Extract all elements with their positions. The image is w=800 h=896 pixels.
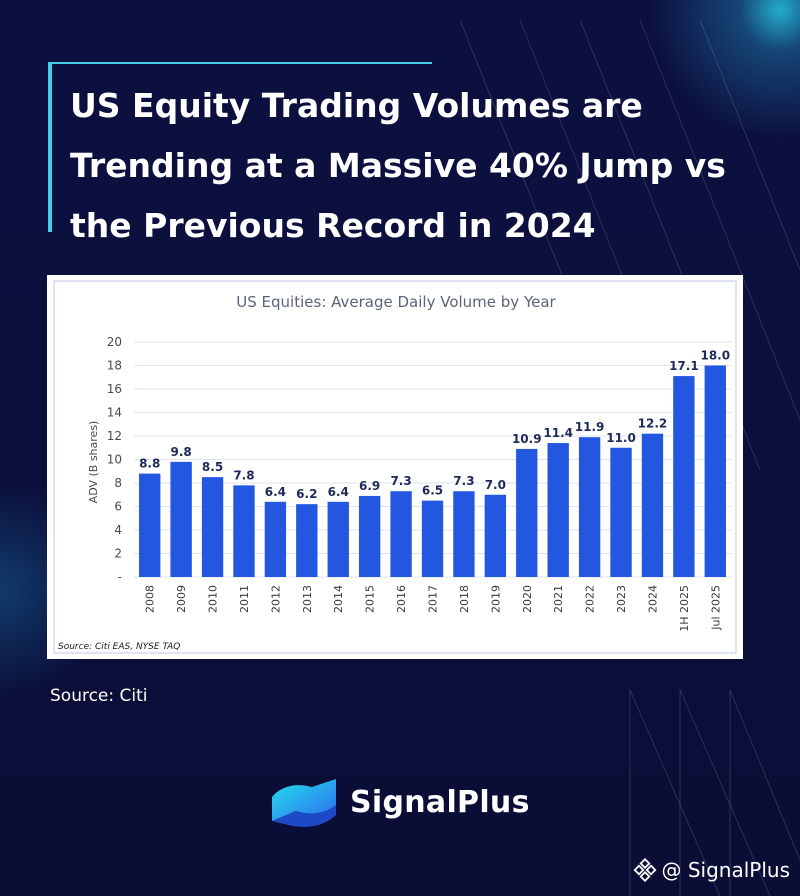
x-tick-label: 2020 (521, 585, 534, 613)
bar (704, 365, 726, 577)
bar (201, 477, 224, 577)
x-tick-label: 2010 (207, 585, 220, 613)
y-tick-label: 12 (107, 429, 122, 443)
social-handle: @ SignalPlus (633, 858, 790, 882)
bar (578, 437, 601, 577)
signalplus-logo: SignalPlus (268, 775, 538, 835)
value-label: 10.9 (512, 432, 542, 446)
value-label: 8.8 (139, 457, 160, 471)
value-labels: 8.8 9.8 8.5 7.8 6.4 6.2 6.4 6.9 7.3 6.5 7.3 7.0 10.9… (139, 349, 730, 502)
chart-card: US Equities: Average Daily Volume by Yea… (47, 275, 743, 659)
y-tick-label: 20 (107, 335, 122, 349)
title-accent-line (48, 62, 432, 64)
value-label: 11.4 (543, 426, 573, 440)
x-tick-label: 2015 (364, 585, 377, 613)
value-label: 11.0 (606, 431, 636, 445)
value-label: 7.8 (233, 468, 254, 482)
bar (358, 495, 381, 577)
y-tick-label: 8 (114, 476, 122, 490)
value-label: 7.3 (390, 474, 411, 488)
bar (484, 494, 507, 577)
x-tick-label: Jul 2025 (709, 585, 722, 631)
y-tick-label: 6 (114, 500, 122, 514)
y-tick-label: 14 (107, 406, 122, 420)
x-tick-label: 2023 (615, 585, 628, 613)
value-label: 11.9 (575, 420, 605, 434)
bar (673, 376, 695, 577)
chart-title: US Equities: Average Daily Volume by Yea… (236, 293, 556, 311)
x-tick-label: 2009 (175, 585, 188, 613)
value-label: 7.3 (453, 474, 474, 488)
bar (516, 448, 538, 577)
bar (421, 500, 444, 577)
x-tick-label: 2008 (144, 585, 157, 613)
x-tick-label: 2013 (301, 585, 314, 613)
title-accent-bar (48, 62, 52, 232)
chart-source-note: Source: Citi EAS, NYSE TAQ (58, 642, 180, 652)
value-label: 6.5 (422, 484, 443, 498)
headline: US Equity Trading Volumes are Trending a… (70, 86, 726, 245)
source-caption: Source: Citi (50, 686, 148, 706)
y-tick-label: - (118, 570, 122, 584)
bars (139, 365, 726, 577)
x-tick-label: 2014 (332, 585, 345, 613)
value-label: 6.9 (359, 479, 380, 493)
y-tick-label: 18 (107, 359, 122, 373)
value-label: 6.4 (265, 485, 286, 499)
x-tick-label: 2011 (238, 585, 251, 613)
x-tick-label: 2017 (427, 585, 440, 613)
bar (327, 501, 349, 577)
x-tick-label: 2024 (646, 585, 659, 613)
y-tick-label: 16 (107, 382, 122, 396)
value-label: 7.0 (485, 478, 506, 492)
handle-text: @ SignalPlus (661, 858, 790, 882)
value-label: 8.5 (202, 460, 223, 474)
y-tick-label: 4 (114, 523, 122, 537)
y-tick-label: 10 (107, 453, 122, 467)
bar (547, 443, 569, 577)
binance-diamond-icon (633, 858, 657, 882)
bar (390, 491, 412, 577)
bar (264, 501, 287, 577)
bar (453, 491, 475, 577)
x-tick-label: 2016 (395, 585, 408, 613)
y-axis-label: ADV (B shares) (87, 421, 100, 504)
value-label: 17.1 (669, 359, 699, 373)
value-label: 18.0 (700, 349, 730, 363)
x-tick-label: 1H 2025 (678, 585, 691, 632)
bar-chart: US Equities: Average Daily Volume by Yea… (53, 280, 737, 654)
brand-name: SignalPlus (350, 785, 530, 820)
x-tick-label: 2021 (552, 585, 565, 613)
x-tick-label: 2022 (584, 585, 597, 613)
bar (641, 433, 664, 577)
value-label: 6.2 (296, 487, 317, 501)
value-label: 6.4 (328, 485, 349, 499)
x-tick-labels: 2008 2009 2010 2011 2012 2013 2014 2015 2016 2017… (144, 585, 723, 632)
value-label: 9.8 (170, 445, 191, 459)
bar (233, 485, 255, 577)
bar (170, 461, 192, 577)
bar (296, 504, 318, 577)
y-tick-labels: - 2 4 6 8 10 12 14 16 18 20 (107, 335, 122, 584)
chart-frame (53, 280, 737, 654)
bar (139, 473, 161, 577)
x-tick-label: 2018 (458, 585, 471, 613)
signalplus-logo-icon (272, 779, 336, 827)
bar (610, 447, 632, 577)
x-tick-label: 2019 (489, 585, 502, 613)
y-tick-label: 2 (114, 547, 122, 561)
x-tick-label: 2012 (269, 585, 282, 613)
value-label: 12.2 (638, 417, 668, 431)
